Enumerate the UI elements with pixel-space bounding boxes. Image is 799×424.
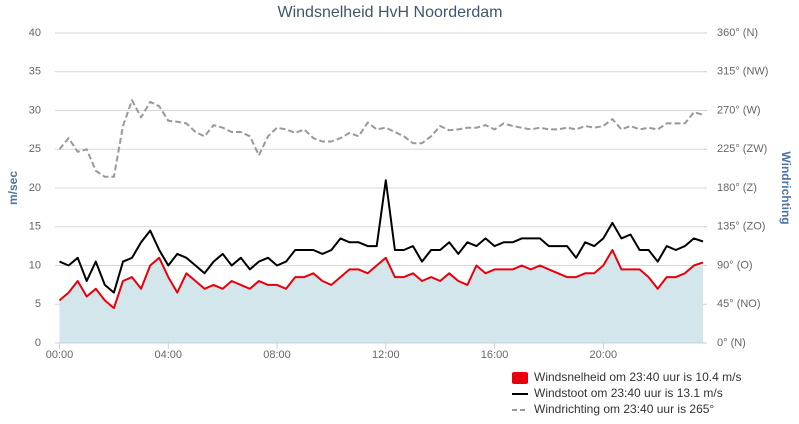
area [59,250,703,343]
x-tick-label: 00:00 [46,349,74,361]
legend-label: Windstoot om 23:40 uur is 13.1 m/s [534,386,723,400]
x-tick-label: 12:00 [372,349,400,361]
y2-tick-label: 90° (O) [717,259,753,271]
x-tick-label: 20:00 [590,349,618,361]
y2-tick-label: 360° (N) [717,27,758,39]
legend-swatch [512,372,528,384]
x-tick-label: 08:00 [263,349,291,361]
y2-tick-label: 315° (NW) [717,66,768,78]
y-tick-label: 20 [29,182,41,194]
y2-tick-label: 225° (ZW) [717,143,767,155]
x-tick-label: 04:00 [155,349,183,361]
y-axis-label: m/sec [6,171,20,205]
y2-tick-label: 0° (N) [717,337,746,349]
line [58,99,704,178]
y-tick-label: 15 [29,221,41,233]
y-tick-label: 35 [29,66,41,78]
legend-label: Windrichting om 23:40 uur is 265° [534,402,714,416]
y2-tick-label: 270° (W) [717,104,761,116]
y-tick-label: 25 [29,143,41,155]
y2-tick-label: 180° (Z) [717,182,757,194]
x-tick-label: 16:00 [481,349,509,361]
chart-title: Windsnelheid HvH Noorderdam [278,4,503,21]
line [58,249,704,310]
y-tick-label: 40 [29,27,41,39]
line [59,179,704,294]
legend-label: Windsnelheid om 23:40 uur is 10.4 m/s [534,370,741,384]
y-tick-label: 10 [29,259,41,271]
y2-tick-label: 45° (NO) [717,298,761,310]
y-tick-label: 0 [35,337,41,349]
y2-tick-label: 135° (ZO) [717,221,765,233]
y-tick-label: 30 [29,104,41,116]
y2-axis-label: Windrichting [779,151,793,224]
y-tick-label: 5 [35,298,41,310]
